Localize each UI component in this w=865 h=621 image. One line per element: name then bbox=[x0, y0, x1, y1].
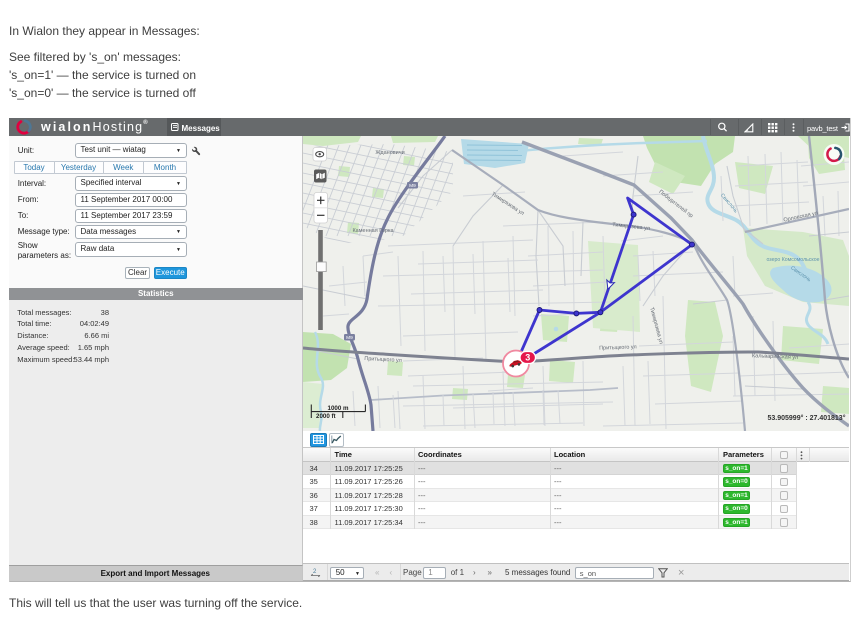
svg-text:Каменная Горка: Каменная Горка bbox=[352, 228, 394, 234]
svg-text:озеро Комсомольское: озеро Комсомольское bbox=[766, 257, 819, 263]
svg-text:Притыцкого ул: Притыцкого ул bbox=[599, 344, 637, 351]
svg-text:Притыцкого ул: Притыцкого ул bbox=[364, 356, 402, 364]
svg-text:3: 3 bbox=[525, 353, 530, 363]
svg-text:53.905999° : 27.401813°: 53.905999° : 27.401813° bbox=[768, 414, 846, 422]
svg-text:Тимирязева ул: Тимирязева ул bbox=[612, 222, 650, 232]
svg-text:2000 ft: 2000 ft bbox=[316, 413, 336, 420]
svg-text:Ждановичи: Ждановичи bbox=[375, 150, 404, 156]
svg-text:M9: M9 bbox=[409, 183, 416, 189]
svg-text:1000 m: 1000 m bbox=[328, 405, 349, 412]
svg-text:Кальварийская ул: Кальварийская ул bbox=[752, 352, 798, 361]
svg-text:M9: M9 bbox=[346, 335, 353, 341]
svg-text:2: 2 bbox=[313, 569, 317, 575]
